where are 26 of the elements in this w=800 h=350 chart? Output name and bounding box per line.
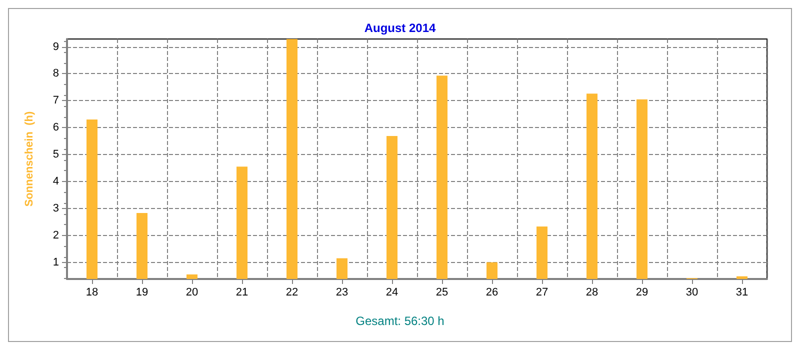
- y-tick-label: 8: [52, 68, 59, 80]
- text: Gesamt: 56:30 h: [356, 314, 444, 328]
- x-tick-label: 28: [586, 286, 598, 298]
- x-tick-label: 26: [486, 286, 498, 298]
- x-tick-label: 18: [86, 286, 98, 298]
- x-tick-label: 31: [736, 286, 748, 298]
- y-tick-label: 2: [52, 229, 59, 242]
- y-tick-label: 6: [52, 122, 59, 134]
- x-tick-label: 24: [386, 286, 398, 298]
- x-tick-label: 21: [236, 286, 248, 298]
- x-tick-label: 25: [436, 286, 448, 298]
- x-tick-label: 19: [136, 286, 148, 298]
- y-tick-label: 3: [52, 202, 59, 214]
- x-tick-label: 23: [336, 286, 348, 298]
- x-tick-label: 30: [686, 286, 698, 298]
- x-tick-label: 27: [536, 286, 548, 298]
- y-tick-label: 9: [52, 40, 59, 53]
- y-tick-label: 5: [52, 148, 59, 161]
- y-axis-title: Sonnenschein (h): [24, 111, 36, 207]
- y-tick-label: 4: [52, 175, 59, 188]
- chart-title: August 2014: [364, 21, 436, 35]
- y-tick-label: 1: [52, 256, 59, 268]
- x-tick-label: 20: [186, 286, 198, 298]
- y-tick-label: 7: [52, 94, 59, 107]
- x-tick-label: 29: [636, 286, 648, 298]
- x-tick-label: 22: [286, 286, 298, 298]
